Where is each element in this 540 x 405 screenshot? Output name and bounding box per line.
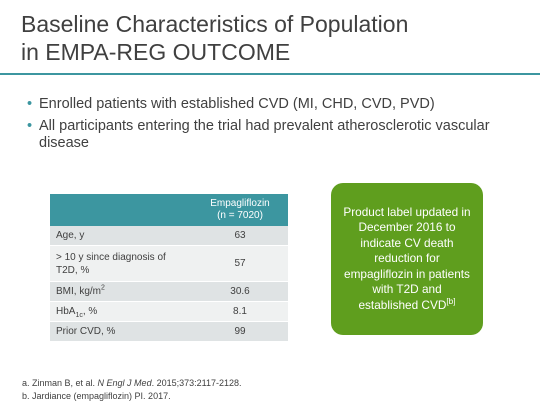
- callout-sup: [b]: [446, 296, 456, 306]
- row-label-main: HbA: [56, 306, 76, 317]
- row-label-main: BMI, kg/m: [56, 286, 102, 297]
- row-label-rest: , %: [82, 306, 98, 317]
- reference-a-journal: N Engl J Med: [97, 378, 152, 388]
- table-row: HbA1c, % 8.1: [50, 301, 288, 322]
- table-header-label: [50, 194, 192, 226]
- table-row: Prior CVD, % 99: [50, 321, 288, 342]
- reference-b: b. Jardiance (empagliflozin) PI. 2017.: [22, 391, 171, 401]
- reference-a: a. Zinman B, et al. N Engl J Med. 2015;3…: [22, 377, 242, 390]
- row-label-sup: 2: [101, 284, 105, 292]
- row-value: 63: [192, 226, 288, 246]
- row-label: BMI, kg/m2: [50, 281, 192, 302]
- row-value: 8.1: [192, 301, 288, 322]
- table-header-row: Empagliflozin (n = 7020): [50, 194, 288, 226]
- reference-a-prefix: a. Zinman B, et al.: [22, 378, 98, 388]
- reference-a-suffix: . 2015;373:2117-2128.: [151, 378, 242, 388]
- table-row: > 10 y since diagnosis of T2D, % 57: [50, 245, 288, 282]
- baseline-table: Empagliflozin (n = 7020) Age, y 63 > 10 …: [50, 194, 288, 342]
- label-update-callout: Product label updated in December 2016 t…: [331, 183, 483, 335]
- header-value-line-1: Empagliflozin: [210, 198, 270, 209]
- bullet-dot-icon: •: [27, 96, 33, 112]
- row-label: Prior CVD, %: [50, 321, 192, 342]
- title-divider: [0, 73, 540, 75]
- row-label: > 10 y since diagnosis of T2D, %: [50, 245, 192, 282]
- bullet-text: Enrolled patients with established CVD (…: [39, 96, 435, 112]
- row-value: 99: [192, 321, 288, 342]
- row-label-sub: 1c: [75, 312, 83, 319]
- bullet-item: • Enrolled patients with established CVD …: [27, 96, 527, 114]
- callout-text: Product label updated in December 2016 t…: [343, 204, 471, 312]
- callout-body: Product label updated in December 2016 t…: [341, 205, 473, 314]
- bullet-dot-icon: •: [27, 117, 33, 134]
- bullet-list: • Enrolled patients with established CVD …: [27, 96, 527, 157]
- row-value: 30.6: [192, 281, 288, 302]
- slide-title: Baseline Characteristics of Population i…: [21, 10, 521, 66]
- table-row: BMI, kg/m2 30.6: [50, 281, 288, 302]
- row-label: HbA1c, %: [50, 301, 192, 322]
- table-row: Age, y 63: [50, 226, 288, 246]
- references: a. Zinman B, et al. N Engl J Med. 2015;3…: [22, 377, 242, 403]
- row-value: 57: [192, 245, 288, 282]
- bullet-item: • All participants entering the trial had…: [27, 118, 527, 153]
- header-value-line-2: (n = 7020): [217, 210, 263, 221]
- slide-title-line-1: Baseline Characteristics of Population: [21, 11, 409, 37]
- row-label: Age, y: [50, 226, 192, 246]
- table-header-value: Empagliflozin (n = 7020): [192, 194, 288, 226]
- slide-title-line-2: in EMPA-REG OUTCOME: [21, 39, 291, 65]
- bullet-text: All participants entering the trial had …: [39, 117, 490, 152]
